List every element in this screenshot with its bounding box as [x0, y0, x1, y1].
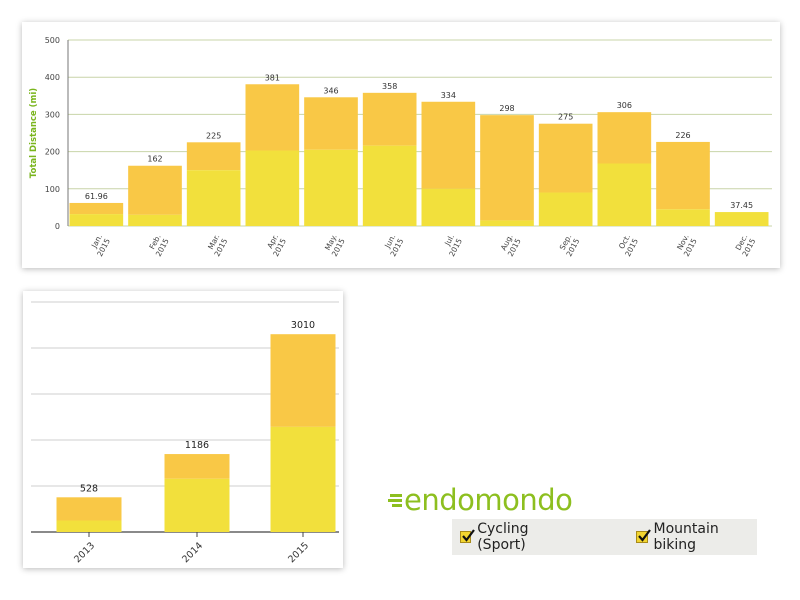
bar-segment-bottom — [656, 209, 710, 226]
bar-segment-bottom — [245, 150, 300, 226]
bar-segment-top — [656, 141, 710, 210]
x-tick-label: 2014 — [180, 540, 205, 565]
bar-segment-bottom — [421, 188, 476, 226]
bar-segment-bottom — [128, 214, 182, 226]
bar-segment-top — [304, 97, 358, 150]
bar-total-label: 275 — [558, 113, 573, 122]
x-tick-label: 2013 — [72, 540, 97, 565]
bar-segment-top — [270, 334, 336, 427]
bar-segment-bottom — [164, 478, 230, 532]
x-tick-label: Oct.2015 — [617, 233, 640, 258]
speed-lines-icon — [388, 494, 402, 507]
bar-total-label: 334 — [441, 91, 456, 100]
bar-segment-bottom — [597, 163, 652, 226]
bar-segment-bottom — [270, 426, 336, 532]
bar-total-label: 3010 — [291, 320, 315, 331]
bar-total-label: 61.96 — [85, 192, 108, 201]
bar-segment-bottom — [362, 145, 417, 226]
bar-segment-top — [128, 165, 182, 215]
bar-segment-bottom — [538, 192, 593, 226]
legend-label: Cycling (Sport) — [477, 521, 529, 553]
x-tick-label: Sep.2015 — [558, 233, 582, 258]
bar-total-label: 37.45 — [730, 201, 753, 210]
bar-total-label: 381 — [265, 73, 280, 82]
y-tick-label: 500 — [45, 36, 60, 45]
bar-segment-bottom — [186, 170, 241, 226]
legend-label: Mountain biking — [653, 521, 719, 553]
bar-total-label: 1186 — [185, 440, 209, 451]
x-tick-label: Aug.2015 — [499, 233, 523, 258]
y-axis-label: Total Distance (mi) — [29, 88, 39, 178]
x-tick-label: 2015 — [286, 540, 311, 565]
x-tick-label: Apr.2015 — [265, 233, 288, 258]
y-tick-label: 0 — [55, 222, 60, 231]
logo-text: endomondo — [404, 483, 573, 517]
x-tick-label: Feb.2015 — [147, 233, 170, 258]
bar-total-label: 528 — [80, 483, 98, 494]
bar-segment-top — [245, 84, 300, 151]
bar-segment-top — [538, 123, 593, 193]
x-tick-label: Dec.2015 — [734, 233, 758, 258]
sport-legend: Cycling (Sport) Mountain biking — [452, 519, 757, 555]
bar-total-label: 298 — [499, 104, 514, 113]
bar-total-label: 306 — [617, 101, 632, 110]
x-tick-label: Jun.2015 — [382, 233, 405, 258]
bar-total-label: 346 — [323, 86, 338, 95]
y-tick-label: 200 — [45, 148, 60, 157]
bar-total-label: 358 — [382, 82, 397, 91]
x-tick-label: Jul.2015 — [442, 233, 464, 258]
bar-segment-top — [186, 142, 241, 171]
bar-segment-top — [480, 115, 534, 221]
bar-total-label: 225 — [206, 131, 221, 140]
bar-segment-top — [56, 497, 122, 521]
bar-segment-bottom — [480, 220, 534, 226]
checkbox-checked-icon[interactable] — [636, 529, 652, 543]
monthly-distance-chart-card: 0 100 200 300 400 500 Total Distance (mi) 61.96… — [22, 22, 780, 268]
x-tick-label: May.2015 — [323, 233, 347, 258]
monthly-distance-chart: 0 100 200 300 400 500 Total Distance (mi) 61.96… — [29, 36, 772, 258]
bar-segment-top — [597, 112, 652, 164]
bar-segment-top — [164, 454, 230, 479]
bar-segment-bottom — [714, 212, 769, 226]
bar-segment-bottom — [56, 520, 122, 532]
checkbox-checked-icon[interactable] — [460, 529, 475, 543]
bar-segment-top — [69, 202, 124, 215]
legend-item-cycling-sport[interactable]: Cycling (Sport) — [460, 521, 573, 553]
y-tick-label: 400 — [45, 73, 60, 82]
bar-total-label: 162 — [147, 155, 162, 164]
bar-segment-bottom — [69, 214, 124, 226]
y-tick-label: 100 — [45, 185, 60, 194]
x-tick-label: Jan.2015 — [89, 233, 112, 258]
yearly-distance-chart: 528 2013 1186 2014 3010 2015 — [31, 301, 339, 565]
bar-segment-top — [421, 101, 476, 189]
yearly-distance-chart-card: 528 2013 1186 2014 3010 2015 — [23, 291, 343, 568]
bar-segment-top — [362, 92, 417, 146]
x-tick-label: Nov.2015 — [675, 233, 699, 258]
bar-segment-bottom — [304, 149, 358, 226]
legend-item-mountain-biking[interactable]: Mountain biking — [636, 521, 757, 553]
bar-total-label: 226 — [675, 131, 690, 140]
endomondo-logo: endomondo — [388, 482, 573, 518]
y-tick-label: 300 — [45, 110, 60, 119]
x-tick-label: Mar.2015 — [206, 233, 229, 258]
